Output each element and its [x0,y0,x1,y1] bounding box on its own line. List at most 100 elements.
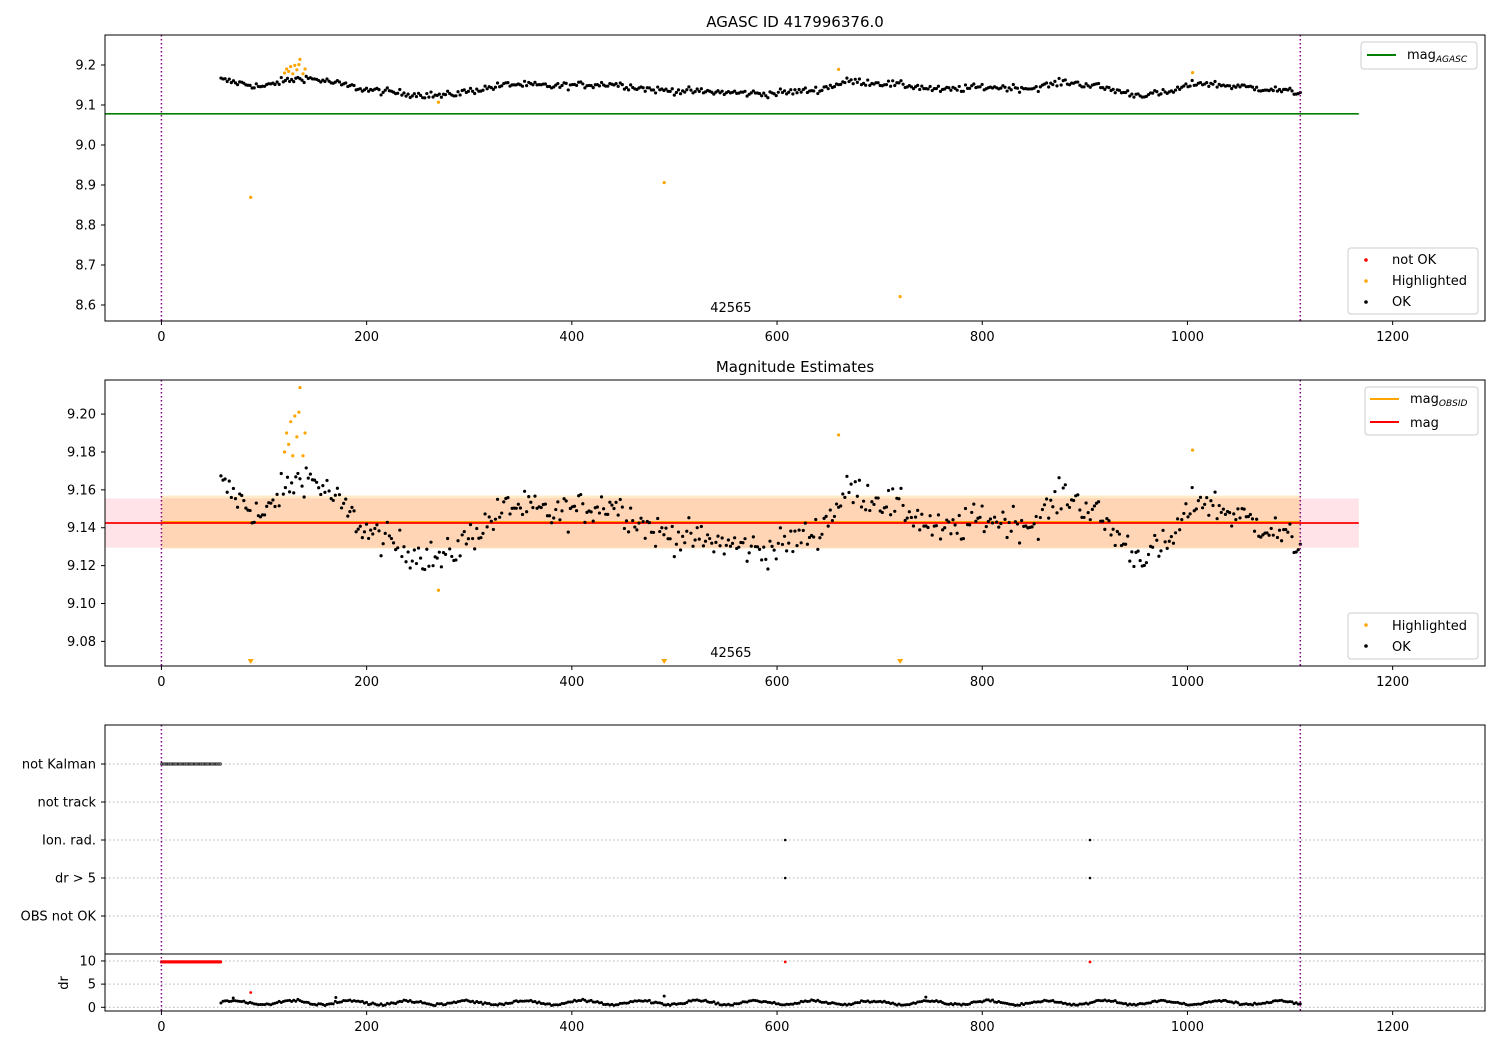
ok-point [1161,87,1165,92]
ok-point [489,519,493,523]
ok-point [947,520,951,524]
ok-point [396,91,400,95]
ok-point [699,524,703,529]
ok-point [1017,541,1022,545]
dr-point [774,1002,778,1006]
ok-point [435,556,439,560]
ok-point [920,84,924,88]
dr-point [704,998,708,1002]
dr-point [735,1002,739,1006]
ok-point [1113,543,1117,548]
ok-point [641,519,645,524]
dr-point [1236,1001,1240,1005]
ok-point [868,508,872,513]
ok-point [793,529,797,533]
ok-point [360,536,364,540]
flag-row-label: dr > 5 [55,872,96,887]
ok-point [1242,507,1246,511]
ok-point [437,550,441,554]
dr-point [566,1000,570,1004]
highlighted-point [282,71,287,75]
ok-point [265,504,269,508]
ok-point [986,519,990,524]
ok-point [1146,552,1151,557]
ok-point [1130,92,1134,96]
agasc-magnitude-panel: AGASC ID 417996376.0 42565 0 200 400 600 800… [75,13,1486,345]
y-tick-label: 9.20 [67,408,96,423]
highlighted-point [837,433,841,437]
ok-point [1001,510,1005,514]
flag-row-label: not Kalman [22,758,96,773]
ok-point [733,89,737,93]
ok-point [483,84,487,88]
y-tick-label: 8.7 [75,259,96,274]
ok-point [1190,78,1194,83]
ok-point [394,547,398,552]
ok-point [543,502,547,506]
ok-point [344,497,348,501]
ok-point [539,506,543,510]
dr-point [331,1002,335,1006]
ok-point [934,524,938,528]
ok-point [1184,82,1188,86]
ok-point [716,89,720,93]
ok-point [464,542,468,546]
ok-point [454,94,458,98]
x-tick-label: 1200 [1376,330,1409,345]
ok-point [664,526,668,530]
ok-point [968,523,972,527]
ok-point [938,89,943,93]
ok-point [807,535,812,540]
ok-point [695,526,699,530]
ok-point [1234,85,1238,89]
ok-point [980,82,984,87]
ok-point [273,504,277,509]
ok-point [1057,476,1061,480]
ok-point [1038,515,1042,520]
ok-point [1236,83,1240,87]
ok-point [385,86,389,90]
highlighted-point [287,69,291,73]
dr-point [583,998,587,1002]
ok-point [1024,524,1028,528]
ok-point [1279,539,1284,543]
dr-point [660,1001,664,1005]
ok-point [934,86,938,91]
ok-point [550,521,554,525]
ok-point [616,513,620,517]
ok-point [812,89,816,93]
dr-point [242,999,246,1003]
ok-point [1003,517,1007,521]
ok-point [275,80,279,84]
ok-point [886,488,891,493]
ok-point [292,491,296,495]
ok-point [1101,519,1105,523]
ok-point [498,515,502,519]
ok-point [641,86,645,90]
ok-point [911,524,916,528]
y-tick-label: 9.08 [67,635,96,650]
ok-point [705,533,710,537]
ok-point [620,505,624,509]
ok-point [431,95,435,99]
ok-point [751,535,755,539]
ok-point [720,89,724,93]
ok-point [1236,507,1240,511]
ok-point [466,537,471,541]
ok-point [383,88,387,92]
ok-point [1169,535,1173,539]
x-tick-label: 600 [765,1020,790,1035]
ok-point [1269,526,1273,531]
dr-ylabel: dr [57,976,72,990]
dr-point [716,1001,720,1005]
ok-point [1159,549,1163,553]
ok-point [1128,559,1132,563]
legend-lines: magOBSID mag [1364,386,1479,436]
ok-point [654,544,658,548]
dr-point [548,1002,552,1006]
flag-point [1088,838,1092,842]
ok-point [774,557,778,561]
ok-point [795,544,799,548]
dr-point [1113,999,1117,1003]
ok-point [446,536,450,541]
